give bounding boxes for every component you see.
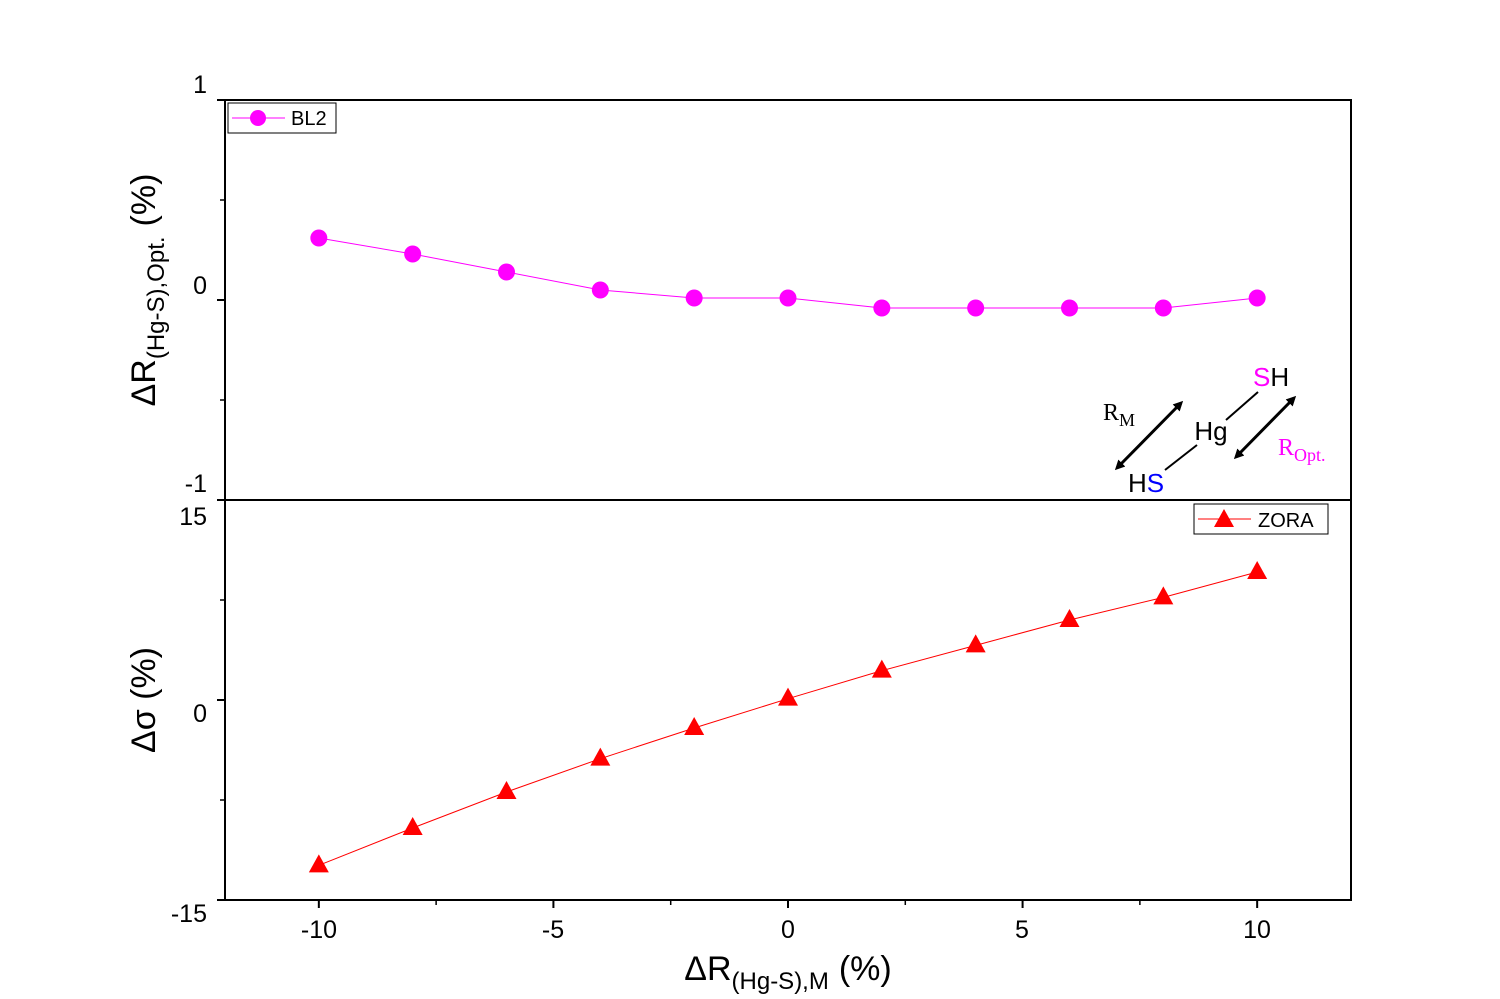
data-point [591,281,609,299]
bond-hg-s-bottom [1164,444,1198,471]
data-point [498,263,515,281]
x-tick-labels: -10 -5 0 5 10 [301,916,1271,944]
data-point [873,299,891,317]
y-tick-label: 0 [193,272,207,300]
x-tick-label: -5 [542,916,564,944]
x-tick-label: 5 [1015,916,1029,944]
bond-hg-s-top [1225,391,1259,421]
legend-label-bl2: BL2 [291,108,327,130]
data-point [685,289,703,307]
r-m-arrow [1114,400,1184,471]
bl2-series [310,229,1266,317]
bottom-y-tick-labels: 15 0 -15 [171,503,207,928]
data-point [965,634,986,653]
y-tick-label: -1 [185,470,207,498]
data-point [1059,609,1080,627]
data-point [1153,586,1174,605]
data-point [1061,299,1078,317]
series-line [318,571,1258,866]
data-point [496,781,517,799]
x-tick-label: 10 [1243,916,1271,944]
y-tick-label: 0 [193,700,207,728]
data-point [402,817,423,835]
data-point [684,717,705,735]
y-tick-label: -15 [171,900,207,928]
data-point [779,289,797,307]
molecule-inset: Hg SH HS RM ROpt. [1103,362,1326,498]
atom-hs-bottom: HS [1128,468,1164,498]
legend-marker-zora [1214,509,1234,527]
legend-marker-bl2 [250,110,266,126]
data-point [1248,289,1266,307]
x-axis-title: ΔR(Hg-S),M (%) [684,950,891,995]
data-point [1247,561,1268,579]
y-tick-label: 15 [179,503,207,531]
top-y-axis-title: ΔR(Hg-S),Opt.(%) [125,174,170,407]
r-opt-arrow [1233,395,1297,460]
atom-sh-top: SH [1253,362,1289,392]
data-point [404,245,422,263]
tick-marks [217,99,1259,908]
x-tick-label: -10 [301,916,337,944]
data-point [871,659,892,678]
bottom-legend: ZORA [1193,503,1329,535]
label-r-opt: ROpt. [1278,435,1326,465]
bottom-y-axis-title: Δσ (%) [125,647,163,753]
top-y-tick-labels: 1 0 -1 [185,71,207,498]
data-point [590,747,611,766]
data-point [310,229,328,247]
data-point [1154,299,1172,317]
legend-label-zora: ZORA [1258,510,1314,532]
label-r-m: RM [1103,400,1135,430]
zora-series [308,561,1268,873]
atom-hg: Hg [1194,416,1227,446]
data-point [967,299,985,317]
data-point [778,687,798,706]
x-tick-label: 0 [781,916,795,944]
top-legend: BL2 [227,102,337,134]
y-tick-label: 1 [193,71,207,99]
data-point [308,854,329,873]
